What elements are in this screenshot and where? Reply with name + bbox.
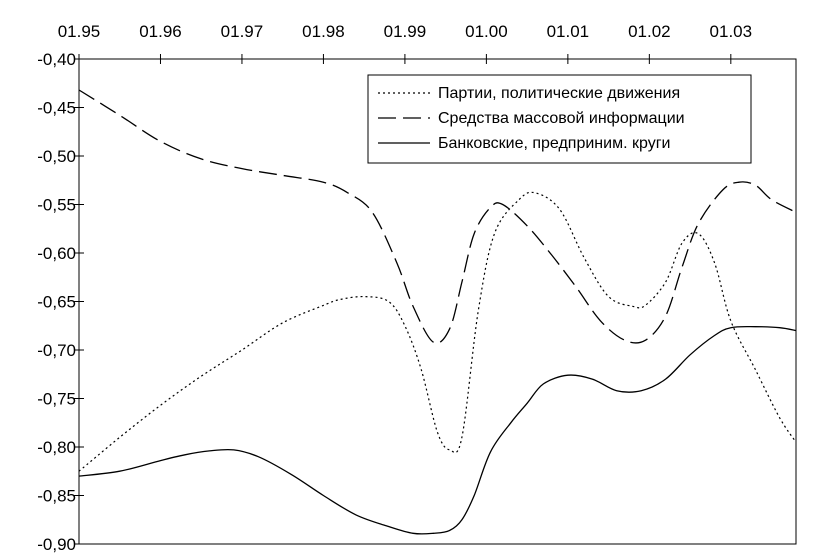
y-tick-label: -0,80 [37, 438, 76, 457]
x-tick-label: 01.01 [547, 22, 590, 41]
y-tick-label: -0,40 [37, 50, 76, 69]
legend-label: Средства массовой информации [438, 110, 685, 127]
y-tick-label: -0,65 [37, 293, 76, 312]
x-tick-label: 01.95 [58, 22, 101, 41]
x-axis: 01.95 01.96 01.97 01.98 01.99 01.00 01.01 01.02… [58, 22, 752, 64]
x-tick-label: 01.99 [384, 22, 427, 41]
series-lines [78, 89, 797, 535]
legend-label: Партии, политические движения [438, 85, 680, 102]
y-axis: -0,40 -0,45 -0,50 -0,55 -0,60 -0,65 -0,70 -0,75… [37, 50, 84, 554]
y-tick-label: -0,85 [37, 487, 76, 506]
y-tick-label: -0,60 [37, 244, 76, 263]
series-business-line [78, 325, 797, 535]
y-tick-label: -0,75 [37, 390, 76, 409]
legend-box [367, 74, 752, 164]
y-tick-label: -0,55 [37, 196, 76, 215]
x-tick-label: 01.96 [139, 22, 182, 41]
x-tick-label: 01.02 [628, 22, 671, 41]
series-parties-line [78, 191, 797, 472]
y-tick-label: -0,50 [37, 147, 76, 166]
legend-label: Банковские, предприним. круги [438, 135, 670, 152]
x-tick-label: 01.03 [710, 22, 753, 41]
x-tick-label: 01.97 [221, 22, 264, 41]
y-tick-label: -0,90 [37, 535, 76, 554]
x-tick-label: 01.98 [302, 22, 345, 41]
legend: Партии, политические движения Средства ма… [367, 74, 752, 164]
y-tick-label: -0,70 [37, 341, 76, 360]
x-tick-label: 01.00 [465, 22, 508, 41]
y-tick-label: -0,45 [37, 99, 76, 118]
plot-area [78, 58, 797, 545]
